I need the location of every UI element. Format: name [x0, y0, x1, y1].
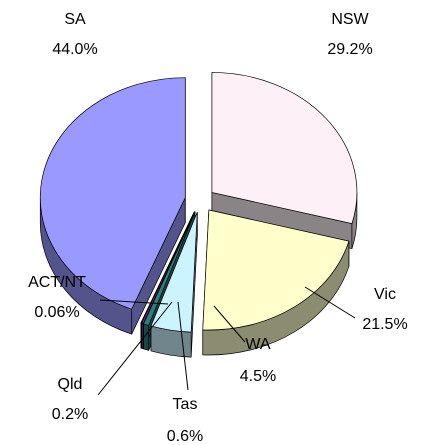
- leader-line: [304, 286, 356, 319]
- slice-label: WA: [245, 336, 271, 353]
- slice-label: Qld: [58, 376, 83, 393]
- slice-label: Tas: [173, 396, 198, 413]
- labels: NSW 29.2% Vic 21.5% WA 4.5% Tas 0.6% Qld 0.2% ACT/…: [28, 11, 408, 445]
- slice: [143, 211, 196, 326]
- slice-value-label: 0.6%: [167, 428, 203, 445]
- leader-line: [99, 299, 169, 305]
- slice-value-label: 0.06%: [34, 304, 79, 321]
- slice: [211, 72, 358, 225]
- slice-side: [141, 322, 144, 350]
- slice-label: NSW: [331, 11, 369, 28]
- slice: [150, 212, 198, 333]
- slice-value-label: 4.5%: [240, 368, 276, 385]
- slice-value-label: 0.2%: [52, 406, 88, 423]
- slice-value-label: 21.5%: [362, 316, 407, 333]
- slice-value-label: 29.2%: [327, 41, 372, 58]
- slice-label: ACT/NT: [28, 274, 86, 291]
- leader-line: [177, 301, 189, 391]
- slice: [141, 211, 195, 325]
- slice-label: Vic: [374, 286, 396, 303]
- slice-label: SA: [64, 11, 86, 28]
- slice: [202, 209, 350, 331]
- leader-line: [213, 305, 246, 343]
- leader-line: [97, 301, 173, 396]
- slice-value-label: 44.0%: [52, 41, 97, 58]
- pie: [39, 72, 358, 358]
- slice: [39, 77, 186, 310]
